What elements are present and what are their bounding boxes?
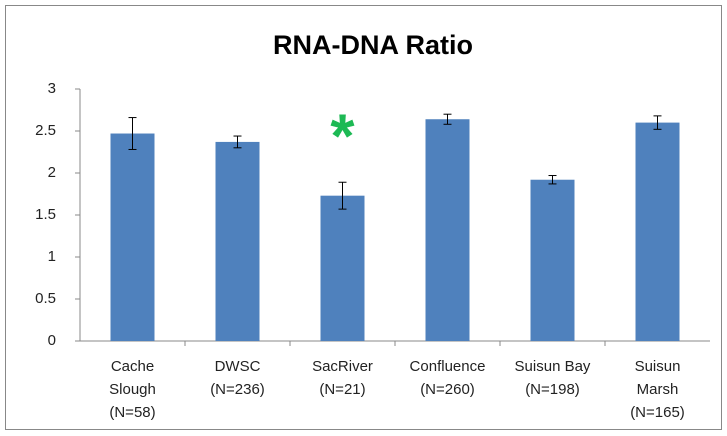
error-bar	[443, 113, 452, 125]
error-bar	[338, 181, 347, 210]
bar	[320, 195, 365, 341]
error-bar	[653, 115, 662, 130]
y-tick-label: 0	[48, 332, 56, 349]
x-tick-label: SacRiver	[312, 358, 373, 375]
bar	[635, 122, 680, 341]
x-tick-label: (N=21)	[319, 381, 365, 398]
error-bar	[548, 175, 557, 185]
y-tick-label: 1	[48, 248, 56, 265]
x-tick-label: Slough	[109, 381, 156, 398]
x-tick-label: Cache	[111, 358, 154, 375]
x-tick-label: (N=260)	[420, 381, 475, 398]
y-tick-label: 1.5	[35, 206, 56, 223]
x-tick-label: (N=58)	[109, 404, 155, 421]
bar	[530, 179, 575, 341]
annotation: *	[330, 103, 355, 172]
x-tick-label: (N=236)	[210, 381, 265, 398]
y-tick-label: 2.5	[35, 122, 56, 139]
chart-title: RNA-DNA Ratio	[273, 30, 473, 60]
error-bar	[233, 135, 242, 149]
x-tick-label: Confluence	[410, 358, 486, 375]
x-tick-label: DWSC	[215, 358, 261, 375]
y-tick-label: 0.5	[35, 290, 56, 307]
x-tick-label: (N=198)	[525, 381, 580, 398]
bar	[215, 141, 260, 341]
x-tick-label: (N=165)	[630, 404, 685, 421]
bar	[110, 133, 155, 341]
y-tick-label: 3	[48, 80, 56, 97]
error-bar	[128, 117, 137, 150]
x-tick-label: Suisun	[635, 358, 681, 375]
y-tick-label: 2	[48, 164, 56, 181]
x-tick-label: Marsh	[637, 381, 679, 398]
x-tick-label: Suisun Bay	[515, 358, 591, 375]
bar	[425, 119, 470, 342]
